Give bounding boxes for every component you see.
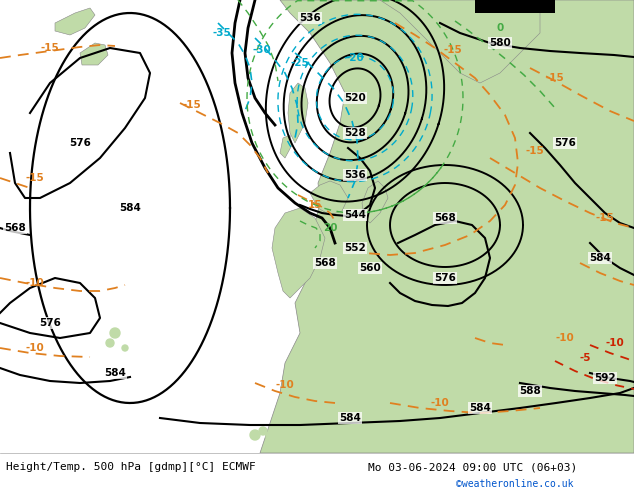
Polygon shape <box>272 208 325 298</box>
Text: 20: 20 <box>323 223 337 233</box>
Text: 576: 576 <box>434 273 456 283</box>
Text: 580: 580 <box>489 38 511 48</box>
Text: -15: -15 <box>444 45 462 55</box>
Text: 544: 544 <box>344 210 366 220</box>
Text: -15: -15 <box>183 100 202 110</box>
Text: -10: -10 <box>555 333 574 343</box>
Text: 576: 576 <box>39 318 61 328</box>
Bar <box>475 0 555 13</box>
Polygon shape <box>260 0 634 453</box>
Text: Mo 03-06-2024 09:00 UTC (06+03): Mo 03-06-2024 09:00 UTC (06+03) <box>368 462 577 472</box>
Text: -5: -5 <box>579 353 591 363</box>
Text: -15: -15 <box>546 73 564 83</box>
Text: -10: -10 <box>430 398 450 408</box>
Text: 584: 584 <box>104 368 126 378</box>
Text: -35: -35 <box>212 28 231 38</box>
Text: -15: -15 <box>595 213 614 223</box>
Text: 568: 568 <box>434 213 456 223</box>
Text: -20: -20 <box>346 53 365 63</box>
Circle shape <box>250 430 260 440</box>
Text: Height/Temp. 500 hPa [gdmp][°C] ECMWF: Height/Temp. 500 hPa [gdmp][°C] ECMWF <box>6 462 256 472</box>
Polygon shape <box>310 181 348 215</box>
Circle shape <box>266 432 274 440</box>
Text: -15: -15 <box>25 173 44 183</box>
Text: -15: -15 <box>526 146 545 156</box>
Text: -30: -30 <box>252 45 271 55</box>
Circle shape <box>110 328 120 338</box>
Text: 15: 15 <box>307 200 322 210</box>
Text: 584: 584 <box>119 203 141 213</box>
Text: 568: 568 <box>4 223 26 233</box>
Text: 560: 560 <box>359 263 381 273</box>
Circle shape <box>259 427 267 435</box>
Text: 576: 576 <box>69 138 91 148</box>
Text: 528: 528 <box>344 128 366 138</box>
Polygon shape <box>80 43 108 65</box>
Text: 584: 584 <box>469 403 491 413</box>
Polygon shape <box>280 135 292 158</box>
Text: -10: -10 <box>276 380 294 390</box>
Text: 520: 520 <box>344 93 366 103</box>
Circle shape <box>106 339 114 347</box>
Text: 592: 592 <box>594 373 616 383</box>
Text: -10: -10 <box>25 343 44 353</box>
Text: 568: 568 <box>314 258 336 268</box>
Circle shape <box>122 345 128 351</box>
Text: 536: 536 <box>344 170 366 180</box>
Text: -10: -10 <box>25 278 44 288</box>
Text: 584: 584 <box>339 413 361 423</box>
Text: -10: -10 <box>605 338 624 348</box>
Text: -15: -15 <box>41 43 60 53</box>
Text: ©weatheronline.co.uk: ©weatheronline.co.uk <box>456 479 574 490</box>
Text: -25: -25 <box>290 58 309 68</box>
Text: 552: 552 <box>344 243 366 253</box>
Polygon shape <box>288 83 308 143</box>
Polygon shape <box>380 0 540 83</box>
Circle shape <box>275 425 281 431</box>
Polygon shape <box>362 181 388 223</box>
Polygon shape <box>55 8 95 35</box>
Text: 588: 588 <box>519 386 541 396</box>
Text: 0: 0 <box>496 23 503 33</box>
Text: 536: 536 <box>299 13 321 23</box>
Text: 576: 576 <box>554 138 576 148</box>
Text: 584: 584 <box>589 253 611 263</box>
